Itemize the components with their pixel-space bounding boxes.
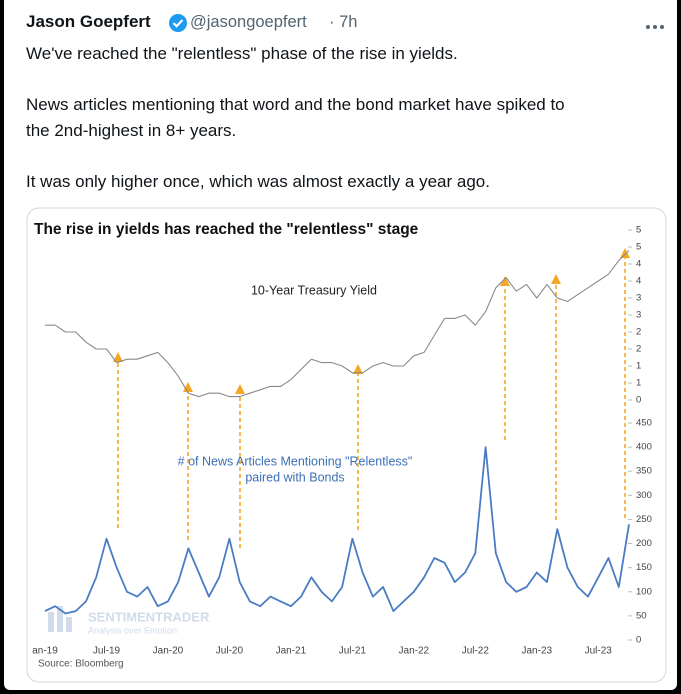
annotation: paired with Bonds <box>245 470 344 484</box>
y-tick-label: 250 <box>636 514 652 525</box>
tweet-text: News articles mentioning that word and t… <box>26 95 565 114</box>
x-tick-label: an-19 <box>32 646 58 657</box>
author-handle[interactable]: @jasongoepfert <box>190 13 307 31</box>
y-tick-label: 5 <box>636 225 641 236</box>
y-tick-label: 300 <box>636 490 652 501</box>
annotation: # of News Articles Mentioning "Relentles… <box>178 454 413 468</box>
image-frame <box>26 207 667 683</box>
x-tick-label: Jul-21 <box>339 646 367 657</box>
watermark: SENTIMENTRADER Analysis over Emotion <box>48 606 210 635</box>
source-note: Source: Bloomberg <box>38 659 124 670</box>
tweet-text: the 2nd-highest in 8+ years. <box>26 121 237 140</box>
y-tick-label: 5 <box>636 242 641 253</box>
y-tick-label: 0 <box>636 395 641 406</box>
y-tick-label: 150 <box>636 562 652 573</box>
annotation: 10-Year Treasury Yield <box>251 283 377 297</box>
y-tick-label: 200 <box>636 538 652 549</box>
watermark-text: SENTIMENTRADER <box>88 609 210 624</box>
x-tick-label: Jul-22 <box>462 646 490 657</box>
tweet-text: It was only higher once, which was almos… <box>26 172 490 191</box>
y-tick-label: 3 <box>636 310 641 321</box>
y-tick-label: 1 <box>636 361 641 372</box>
y-tick-label: 3 <box>636 293 641 304</box>
x-tick-label: Jul-19 <box>93 646 121 657</box>
y-tick-label: 450 <box>636 418 652 429</box>
y-tick-label: 4 <box>636 259 641 270</box>
chart-title: The rise in yields has reached the "rele… <box>34 221 419 238</box>
arrow-heads <box>113 248 630 394</box>
x-tick-label: Jan-22 <box>399 646 430 657</box>
more-menu[interactable] <box>644 22 668 32</box>
x-tick-label: Jan-23 <box>522 646 553 657</box>
series-line <box>45 250 630 398</box>
y-tick-label: 4 <box>636 276 641 287</box>
x-tick-label: Jan-20 <box>153 646 184 657</box>
y-tick-label: 100 <box>636 586 652 597</box>
y-tick-label: 400 <box>636 442 652 453</box>
x-tick-label: Jul-20 <box>216 646 244 657</box>
x-tick-label: Jan-21 <box>276 646 307 657</box>
y-tick-label: 50 <box>636 610 647 621</box>
verified-badge <box>169 14 187 32</box>
y-tick-label: 0 <box>636 635 641 646</box>
arrows <box>117 256 626 548</box>
y-tick-label: 2 <box>636 344 641 355</box>
tweet-text: We've reached the "relentless" phase of … <box>26 44 458 63</box>
y-tick-label: 2 <box>636 327 641 338</box>
series-line <box>44 446 630 615</box>
y-tick-label: 350 <box>636 466 652 477</box>
author-name[interactable]: Jason Goepfert <box>26 12 151 31</box>
watermark-text: Analysis over Emotion <box>88 625 177 635</box>
y-tick-label: 1 <box>636 378 641 389</box>
x-tick-label: Jul-23 <box>585 646 613 657</box>
timestamp[interactable]: · 7h <box>329 13 358 31</box>
